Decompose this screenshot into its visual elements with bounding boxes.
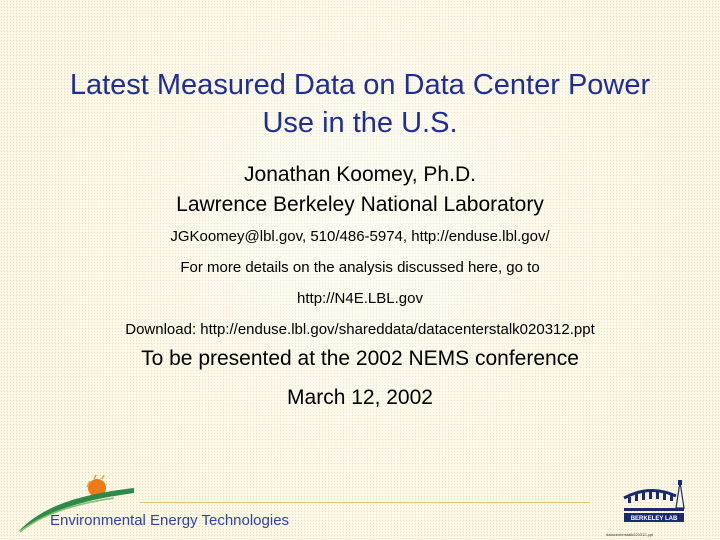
- details-text: For more details on the analysis discuss…: [180, 259, 540, 276]
- presentation-note: To be presented at the 2002 NEMS confere…: [141, 347, 579, 370]
- footer-divider: [140, 502, 590, 503]
- details-url: http://N4E.LBL.gov: [297, 290, 423, 307]
- organization-name: Lawrence Berkeley National Laboratory: [176, 193, 544, 216]
- slide-title: Latest Measured Data on Data Center Powe…: [20, 66, 700, 142]
- berkeley-lab-logo-icon: BERKELEY LAB: [623, 480, 685, 522]
- file-name: datacenterstalk020312.ppt: [606, 532, 654, 537]
- presentation-date: March 12, 2002: [287, 386, 433, 409]
- berkeley-lab-logo-text: BERKELEY LAB: [631, 516, 678, 522]
- contact-info: JGKoomey@lbl.gov, 510/486-5974, http://e…: [170, 228, 550, 245]
- download-link: Download: http://enduse.lbl.gov/sharedda…: [125, 321, 595, 338]
- slide-title-line-2: Use in the U.S.: [262, 107, 458, 139]
- environmental-energy-logo-icon: [18, 474, 134, 533]
- slide-title-line-1: Latest Measured Data on Data Center Powe…: [69, 69, 651, 101]
- author-name: Jonathan Koomey, Ph.D.: [244, 163, 476, 186]
- program-name: Environmental Energy Technologies: [50, 512, 290, 529]
